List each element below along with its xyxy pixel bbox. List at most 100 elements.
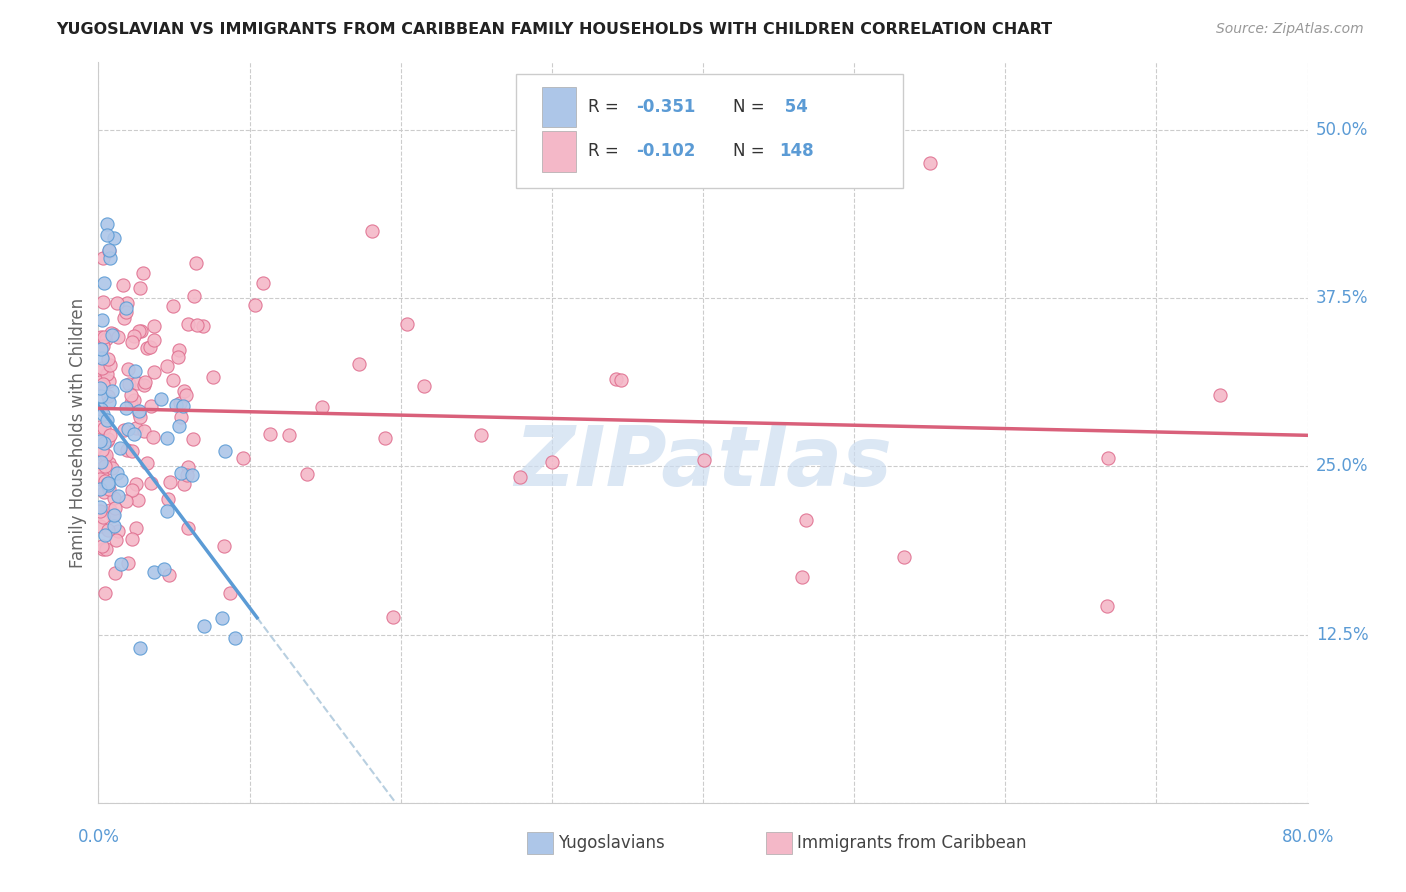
Point [509, 469, 531, 483]
Text: 37.5%: 37.5% [1316, 289, 1368, 307]
Point [139, 340, 162, 354]
Point [90, 330, 112, 344]
Point [1209, 387, 1232, 401]
Point [142, 319, 165, 334]
Point [91, 339, 114, 353]
Point [96, 228, 118, 243]
Point [101, 508, 124, 523]
Point [297, 467, 319, 481]
Point [94, 585, 117, 599]
Point [93, 276, 115, 290]
Text: 12.5%: 12.5% [1316, 625, 1368, 643]
Point [127, 376, 149, 390]
Point [918, 156, 941, 170]
FancyBboxPatch shape [516, 73, 903, 188]
Point [173, 384, 195, 399]
Point [91, 351, 114, 365]
Point [610, 373, 633, 387]
Point [211, 611, 233, 625]
Point [91, 377, 114, 392]
Point [169, 410, 191, 425]
Point [97, 389, 120, 403]
Point [101, 508, 124, 522]
Point [605, 372, 627, 386]
Point [97, 523, 120, 537]
Point [101, 384, 124, 398]
Text: -0.351: -0.351 [637, 98, 696, 116]
Point [112, 423, 135, 437]
Point [141, 399, 163, 413]
Point [120, 396, 142, 410]
Point [224, 632, 246, 646]
Point [115, 493, 138, 508]
Point [183, 289, 205, 303]
Point [125, 476, 148, 491]
Point [162, 373, 184, 387]
Point [693, 453, 716, 467]
Point [156, 359, 179, 373]
Point [103, 491, 125, 506]
Point [121, 532, 143, 546]
Point [89, 420, 111, 434]
Point [129, 324, 152, 338]
Point [96, 413, 118, 427]
Text: R =: R = [588, 98, 624, 116]
Point [97, 456, 120, 470]
Text: YUGOSLAVIAN VS IMMIGRANTS FROM CARIBBEAN FAMILY HOUSEHOLDS WITH CHILDREN CORRELA: YUGOSLAVIAN VS IMMIGRANTS FROM CARIBBEAN… [56, 22, 1052, 37]
Point [89, 500, 111, 515]
Point [101, 460, 124, 475]
Point [96, 434, 118, 448]
Point [89, 434, 111, 448]
Text: Immigrants from Caribbean: Immigrants from Caribbean [797, 834, 1026, 852]
Point [124, 364, 146, 378]
Point [169, 343, 191, 357]
Text: 0.0%: 0.0% [77, 828, 120, 846]
Point [128, 324, 150, 338]
Point [122, 393, 145, 408]
Point [259, 427, 281, 442]
Point [97, 478, 120, 492]
Point [311, 400, 333, 414]
Point [90, 313, 112, 327]
Text: N =: N = [734, 98, 770, 116]
Point [202, 369, 225, 384]
Point [117, 422, 139, 436]
Point [107, 329, 129, 343]
Point [114, 401, 136, 415]
Point [143, 565, 166, 579]
Point [93, 361, 115, 376]
Text: 54: 54 [779, 98, 808, 116]
Text: ZIPatlas: ZIPatlas [515, 422, 891, 503]
Point [97, 476, 120, 491]
Point [97, 351, 120, 366]
Point [128, 406, 150, 420]
Point [101, 326, 124, 341]
Point [125, 421, 148, 435]
Point [96, 217, 118, 231]
Point [134, 376, 156, 390]
Point [90, 443, 112, 458]
Point [91, 251, 114, 265]
Point [186, 318, 208, 332]
Point [143, 333, 166, 347]
Point [121, 483, 143, 497]
Point [135, 341, 157, 355]
Point [91, 460, 114, 475]
Point [132, 377, 155, 392]
Point [232, 451, 254, 466]
Point [540, 455, 562, 469]
Point [103, 231, 125, 245]
Point [110, 557, 132, 571]
Point [91, 294, 114, 309]
Point [170, 467, 193, 481]
Point [97, 374, 120, 388]
Text: 25.0%: 25.0% [1316, 458, 1368, 475]
Point [413, 379, 436, 393]
Point [90, 364, 112, 378]
Point [98, 251, 121, 265]
Point [1097, 451, 1119, 466]
Point [94, 332, 117, 346]
Point [89, 504, 111, 518]
Point [117, 556, 139, 570]
Point [172, 399, 194, 413]
